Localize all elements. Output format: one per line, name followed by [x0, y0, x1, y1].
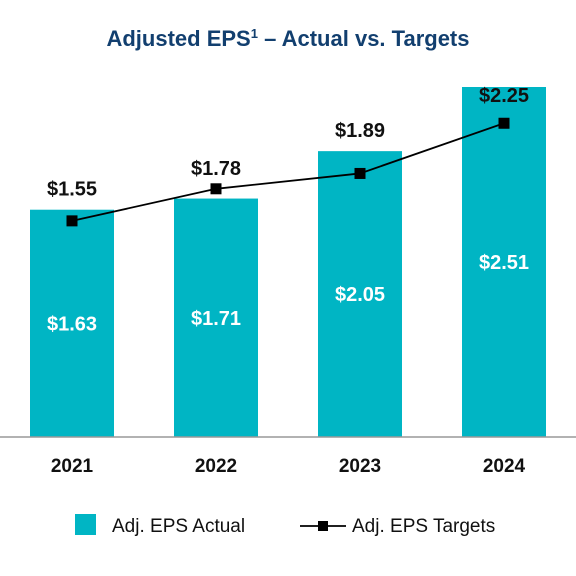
bar-actual-2023 — [318, 151, 402, 437]
actual-value-label-2023: $2.05 — [335, 284, 385, 306]
target-value-label-2023: $1.89 — [335, 120, 385, 142]
bar-actual-2021 — [30, 209, 114, 437]
bars-layer — [30, 87, 546, 437]
legend: Adj. EPS Actual Adj. EPS Targets — [75, 514, 495, 537]
data-labels-layer: $1.63 $1.71 $2.05 $2.51 $1.55 $1.78 $1.89 $2.25 — [47, 85, 529, 335]
actual-value-label-2022: $1.71 — [191, 308, 241, 330]
x-tick-labels: 2021 2022 2023 2024 — [51, 456, 526, 477]
x-tick-label-2021: 2021 — [51, 456, 94, 477]
bar-actual-2024 — [462, 87, 546, 437]
target-value-label-2022: $1.78 — [191, 158, 241, 180]
bar-actual-2022 — [174, 198, 258, 437]
target-series-line — [71, 122, 505, 222]
legend-label-targets: Adj. EPS Targets — [352, 516, 495, 537]
target-marker-2021 — [66, 215, 78, 227]
actual-value-label-2021: $1.63 — [47, 313, 97, 335]
chart-title-superscript: 1 — [251, 26, 258, 41]
target-marker-2023 — [354, 167, 366, 179]
legend-label-actual: Adj. EPS Actual — [112, 516, 245, 537]
legend-marker-targets — [318, 521, 328, 531]
x-tick-label-2022: 2022 — [195, 456, 237, 477]
chart-title-main: Adjusted EPS — [106, 26, 250, 51]
target-marker-2024 — [498, 117, 510, 129]
chart-title-rest: – Actual vs. Targets — [258, 26, 470, 51]
actual-value-label-2024: $2.51 — [479, 252, 529, 274]
chart-title: Adjusted EPS1 – Actual vs. Targets — [106, 26, 469, 51]
target-line-layer — [66, 117, 510, 227]
x-tick-label-2024: 2024 — [483, 456, 526, 477]
target-marker-2022 — [210, 183, 222, 195]
x-tick-label-2023: 2023 — [339, 456, 381, 477]
target-value-label-2021: $1.55 — [47, 179, 97, 201]
target-value-label-2024: $2.25 — [479, 85, 529, 107]
legend-swatch-actual — [75, 514, 96, 535]
